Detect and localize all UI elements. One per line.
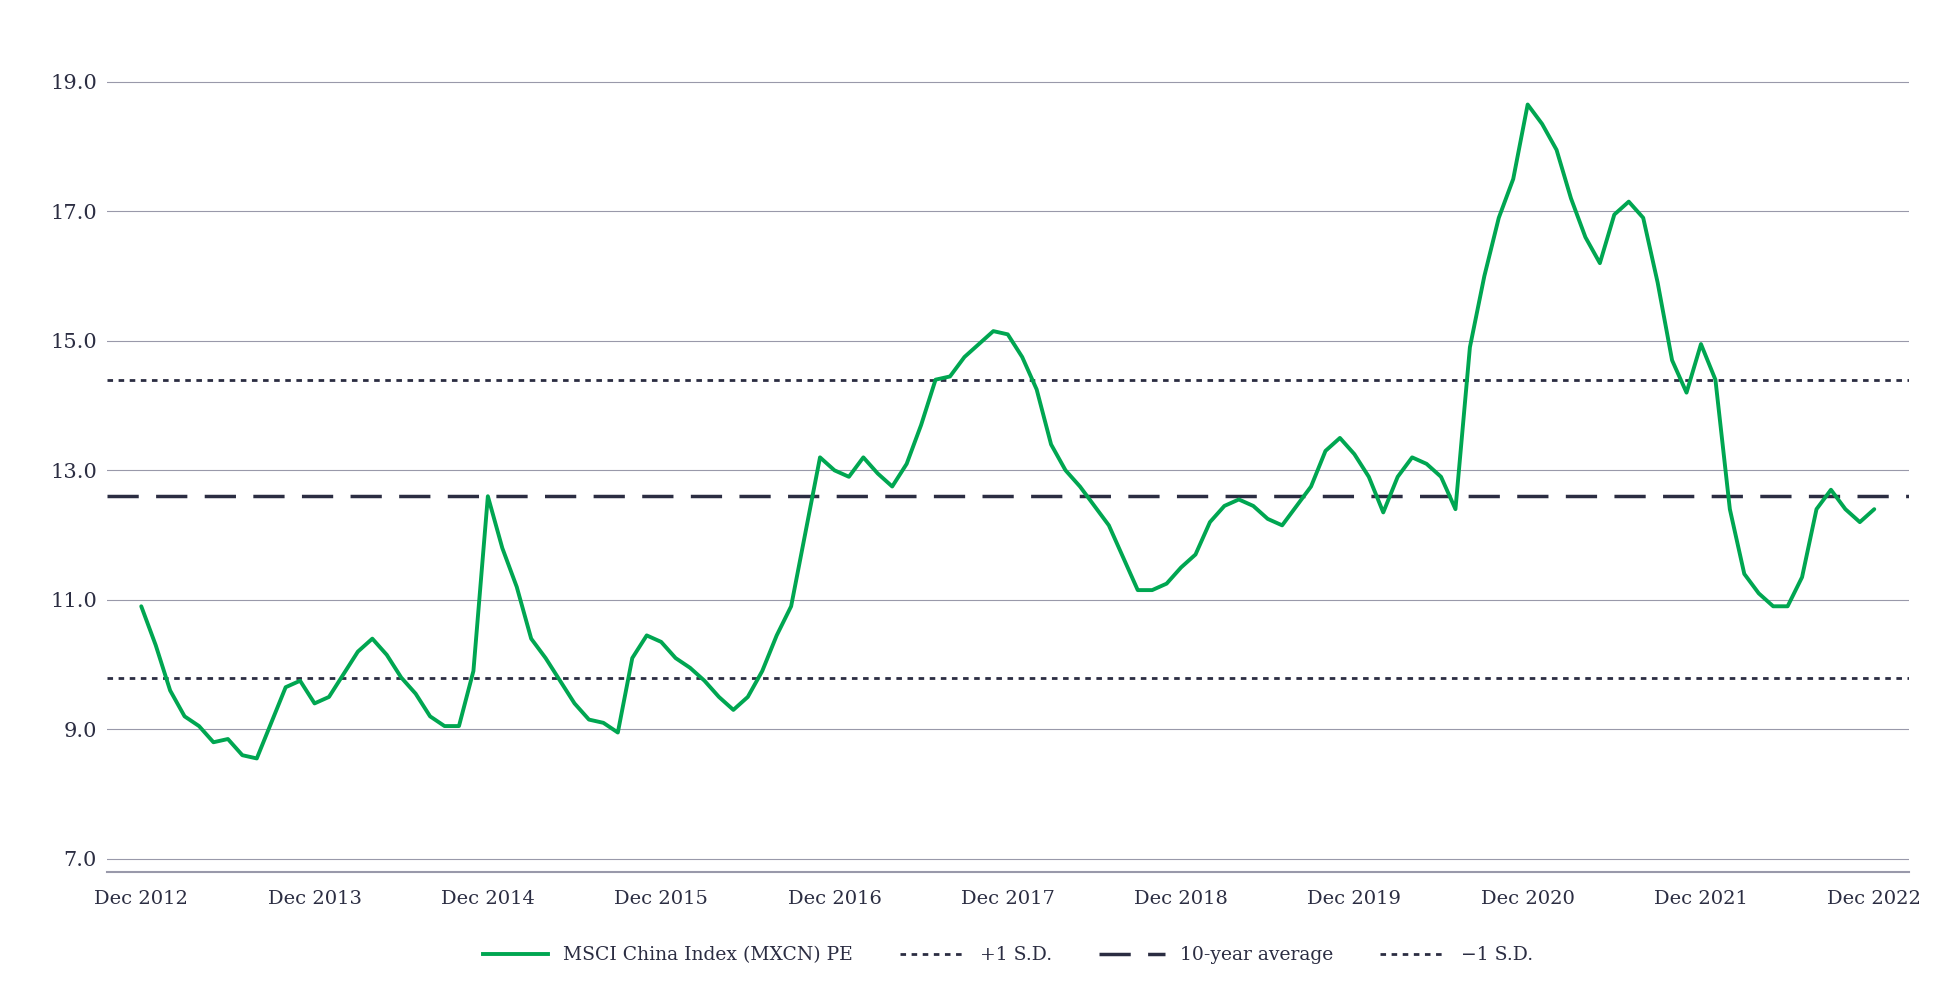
Legend: MSCI China Index (MXCN) PE, +1 S.D., 10-year average, −1 S.D.: MSCI China Index (MXCN) PE, +1 S.D., 10-…	[475, 939, 1541, 972]
